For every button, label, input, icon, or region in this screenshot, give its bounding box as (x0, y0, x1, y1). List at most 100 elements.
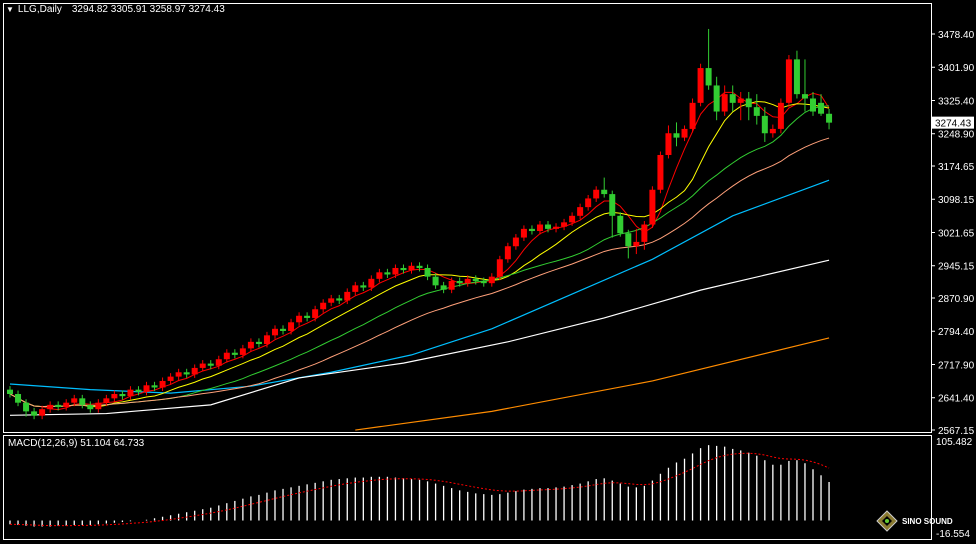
long-moving-average-line (355, 337, 830, 431)
candle-body (464, 278, 471, 284)
candle-body (151, 385, 158, 388)
macd-label: MACD(12,26,9) 51.104 64.733 (8, 438, 145, 449)
candle-body (625, 233, 632, 247)
candle-body (769, 128, 776, 134)
price-tick-label: 3478.40 (938, 30, 975, 41)
current-price-tag (932, 116, 974, 129)
candle-body (432, 276, 439, 286)
candle-body (601, 189, 608, 195)
candle-body (737, 98, 744, 103)
candle-body (255, 341, 262, 345)
candle-body (753, 107, 760, 116)
candle-body (697, 68, 704, 103)
diamond-logo-icon (876, 510, 898, 532)
candle-body (577, 207, 584, 216)
candle-body (87, 404, 94, 410)
candle-body (713, 85, 720, 112)
candle-body (71, 398, 78, 403)
candle-body (63, 402, 70, 408)
candle-body (705, 68, 712, 86)
ohlc-readout: 3294.82 3305.91 3258.97 3274.43 (71, 4, 225, 15)
candle-body (167, 376, 174, 381)
candle-body (39, 409, 46, 416)
macd-tick-label: -16.554 (936, 529, 970, 540)
candle-body (344, 291, 351, 301)
candle-body (488, 276, 495, 284)
candle-body (55, 404, 62, 408)
candle-body (416, 265, 423, 268)
candle-body (793, 59, 800, 95)
price-tick-label: 2945.15 (938, 262, 975, 273)
ma-30-line (9, 137, 830, 408)
candle-body (328, 298, 335, 303)
price-tick-label: 3098.15 (938, 195, 975, 206)
candle-body (520, 228, 527, 238)
candle-body (400, 267, 407, 271)
candle-body (408, 265, 415, 271)
price-tick-label: 2567.15 (938, 426, 975, 437)
candle-body (47, 404, 54, 410)
candle-body (336, 298, 343, 301)
candle-body (689, 102, 696, 129)
price-tick-label: 3325.40 (938, 96, 975, 107)
price-tick-label: 2794.40 (938, 327, 975, 338)
candle-body (263, 335, 270, 345)
candle-body (761, 115, 768, 134)
logo: SINO SOUND (876, 510, 953, 532)
candle-body (545, 224, 552, 229)
price-tick-label: 3401.90 (938, 63, 975, 74)
candle-body (159, 380, 166, 388)
candle-body (392, 267, 399, 275)
candle-body (528, 228, 535, 232)
symbol-label: LLG,Daily (17, 4, 62, 15)
candle-body (360, 285, 367, 288)
price-tick-label: 3021.65 (938, 228, 975, 239)
candle-body (127, 389, 134, 397)
candle-body (223, 352, 230, 360)
candle-body (729, 94, 736, 103)
candle-body (175, 372, 182, 377)
candle-body (721, 94, 728, 112)
candle-body (777, 102, 784, 129)
candle-body (553, 226, 560, 229)
main-panel-frame (3, 3, 932, 433)
chart-header: ▼ LLG,Daily 3294.82 3305.91 3258.97 3274… (6, 4, 225, 15)
candle-body (785, 59, 792, 103)
candle-body (826, 113, 833, 123)
candle-body (320, 302, 327, 310)
candle-body (239, 348, 246, 355)
candle-body (472, 278, 479, 282)
candle-body (231, 352, 238, 355)
candle-body (424, 267, 431, 277)
candle-body (593, 189, 600, 199)
price-tick-label: 2717.90 (938, 360, 975, 371)
candle-body (480, 281, 487, 284)
current-price-label: 3274.43 (935, 119, 972, 130)
long-moving-average-line (9, 179, 830, 394)
candle-body (271, 328, 278, 336)
macd-signal-line (9, 452, 830, 527)
candle-body (215, 359, 222, 366)
candle-body (15, 393, 22, 403)
ma-10-line (9, 101, 830, 408)
logo-text: SINO SOUND (902, 516, 953, 526)
candle-body (23, 402, 30, 412)
candle-body (143, 385, 150, 392)
candle-body (103, 398, 110, 403)
candle-body (31, 411, 38, 416)
candle-body (818, 102, 825, 114)
candle-body (617, 215, 624, 234)
candle-body (119, 393, 126, 397)
candle-body (352, 285, 359, 292)
candle-body (135, 389, 142, 392)
candle-body (512, 237, 519, 247)
dropdown-triangle-icon[interactable]: ▼ (6, 5, 14, 14)
candle-body (673, 133, 680, 138)
candle-body (296, 315, 303, 323)
candle-body (649, 189, 656, 225)
candle-body (456, 281, 463, 284)
candle-body (801, 94, 808, 99)
price-plot (7, 28, 833, 431)
candle-body (7, 389, 13, 394)
